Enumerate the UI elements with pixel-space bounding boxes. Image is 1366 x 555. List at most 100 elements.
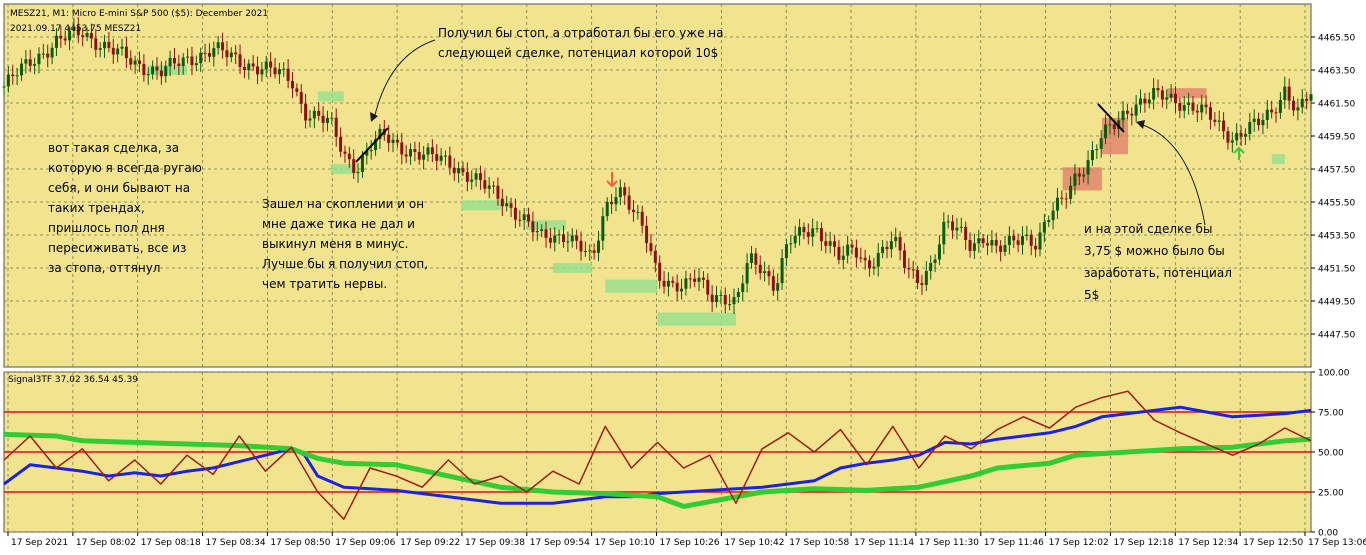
- candle-body: [242, 67, 246, 71]
- candle-body: [120, 46, 124, 49]
- x-tick-label: 17 Sep 10:42: [724, 538, 784, 548]
- candle-body: [207, 52, 211, 57]
- candle-body: [33, 64, 37, 66]
- candle-body: [811, 228, 815, 237]
- candle-body: [780, 258, 784, 284]
- candle-body: [369, 150, 373, 152]
- candle-body: [1047, 220, 1051, 222]
- candle-body: [841, 255, 845, 260]
- candle-body: [863, 257, 867, 261]
- candle-body: [430, 147, 434, 155]
- candle-body: [535, 231, 539, 233]
- candle-body: [570, 235, 574, 242]
- candle-body: [881, 246, 885, 253]
- candle-body: [1252, 118, 1256, 122]
- candle-body: [1130, 113, 1134, 116]
- candle-body: [24, 59, 28, 64]
- annotation-right: и на этой сделке бы 3,75 $ можно было бы з…: [1084, 222, 1232, 302]
- candle-body: [308, 118, 312, 121]
- bull-zone: [552, 263, 593, 273]
- price-axis-label: 4453.50: [1318, 232, 1355, 242]
- candle-body: [129, 58, 133, 65]
- price-axis-label: 4459.50: [1318, 133, 1355, 143]
- candle-body: [1222, 120, 1226, 132]
- candle-body: [1073, 173, 1077, 186]
- candle-body: [286, 68, 290, 81]
- indicator-axis-label: 50.00: [1318, 449, 1344, 459]
- candle-body: [640, 211, 644, 226]
- candle-body: [426, 147, 430, 155]
- x-tick-label: 17 Sep 11:46: [984, 538, 1044, 548]
- x-tick-label: 17 Sep 08:34: [206, 538, 266, 548]
- x-tick-label: 17 Sep 09:22: [400, 538, 460, 548]
- candle-body: [793, 235, 797, 244]
- candle-body: [596, 240, 600, 253]
- x-tick-label: 17 Sep 11:14: [854, 538, 914, 548]
- candle-body: [422, 154, 426, 160]
- candle-body: [1270, 109, 1274, 113]
- candle-body: [749, 253, 753, 264]
- candle-body: [1034, 245, 1038, 250]
- candle-body: [859, 257, 863, 259]
- candle-body: [474, 173, 478, 180]
- candle-body: [723, 294, 727, 305]
- candle-body: [771, 276, 775, 291]
- x-tick-label: 17 Sep 10:58: [789, 538, 849, 548]
- candle-body: [443, 155, 447, 157]
- candle-body: [1139, 98, 1143, 105]
- candle-body: [203, 52, 207, 54]
- candle-body: [902, 250, 906, 268]
- candle-body: [212, 48, 216, 57]
- bull-zone: [1271, 154, 1285, 165]
- candle-body: [1143, 98, 1147, 104]
- candle-body: [133, 60, 137, 65]
- candle-body: [1104, 124, 1108, 139]
- candle-body: [417, 151, 421, 160]
- annotation-arrow: [1139, 123, 1206, 226]
- candle-body: [824, 241, 828, 246]
- candle-body: [1265, 109, 1269, 121]
- candle-body: [72, 26, 76, 31]
- candle-body: [1243, 133, 1247, 137]
- price-axis-label: 4463.50: [1318, 67, 1355, 77]
- candle-body: [614, 197, 618, 205]
- candle-body: [28, 59, 32, 66]
- candle-body: [448, 155, 452, 168]
- candle-body: [741, 283, 745, 293]
- price-axis-label: 4455.50: [1318, 199, 1355, 209]
- candle-body: [701, 277, 705, 280]
- x-tick-label: 17 Sep 09:06: [335, 538, 395, 548]
- candle-body: [400, 142, 404, 155]
- candle-body: [693, 278, 697, 282]
- candle-body: [946, 221, 950, 223]
- x-tick-label: 17 Sep 12:02: [1049, 538, 1109, 548]
- candle-body: [610, 201, 614, 205]
- candle-body: [815, 228, 819, 230]
- price-axis-label: 4465.50: [1318, 34, 1355, 44]
- candle-body: [527, 214, 531, 222]
- x-tick-label: 17 Sep 12:18: [1113, 538, 1173, 548]
- candle-body: [548, 237, 552, 243]
- buy-arrow-icon: [1233, 146, 1245, 160]
- candle-body: [317, 110, 321, 116]
- candle-body: [763, 271, 767, 274]
- candle-body: [330, 117, 334, 119]
- candle-body: [111, 47, 115, 55]
- candle-body: [277, 69, 281, 75]
- candle-body: [181, 57, 185, 66]
- candle-body: [465, 171, 469, 182]
- candle-body: [894, 236, 898, 242]
- candle-body: [1169, 93, 1173, 98]
- candle-body: [1060, 197, 1064, 199]
- bear-zone: [1062, 167, 1102, 191]
- annotation-arrow: [374, 39, 436, 116]
- candle-body: [1204, 104, 1208, 108]
- candle-body: [1051, 210, 1055, 221]
- candle-body: [1003, 245, 1007, 252]
- candle-body: [291, 80, 295, 89]
- candle-body: [1042, 221, 1046, 233]
- candle-body: [334, 117, 338, 137]
- candle-body: [46, 53, 50, 58]
- candle-body: [89, 32, 93, 39]
